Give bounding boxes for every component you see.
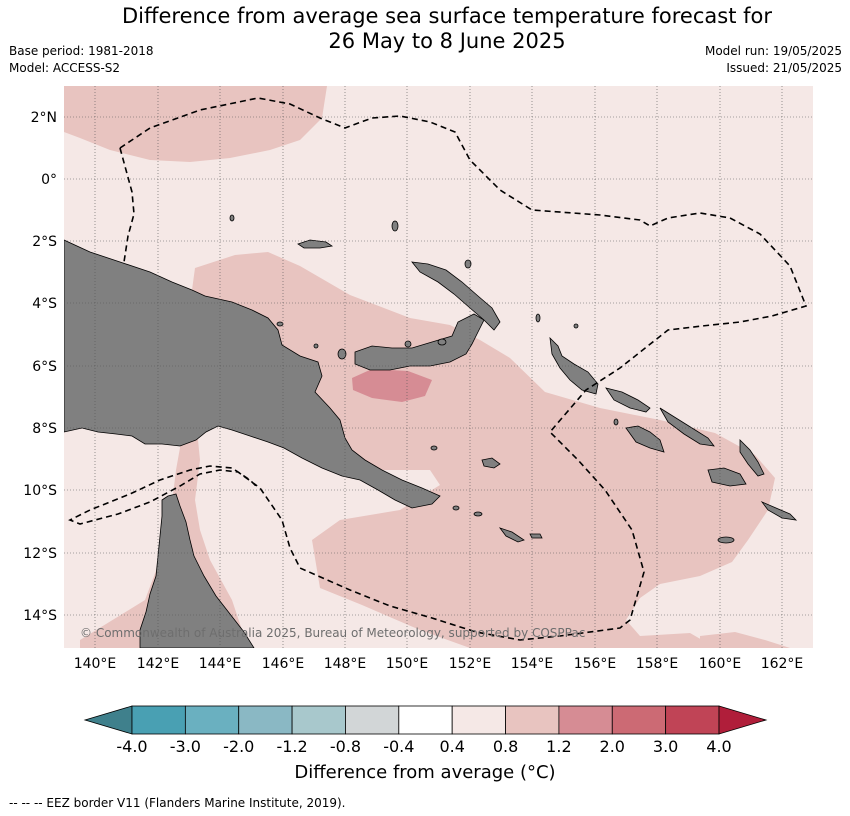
lon-label-144e: 144°E [199,656,242,672]
eez-border [68,97,808,641]
lon-label-146e: 146°E [262,656,305,672]
colorbar-segment [238,705,293,735]
lat-label-4s: 4°S [32,296,57,312]
lon-label-160e: 160°E [699,656,742,672]
colorbar-segment [345,705,400,735]
colorbar-segment [558,705,613,735]
colorbar-tick-label: -1.2 [276,737,307,756]
lat-label-6s: 6°S [32,359,57,375]
colorbar-extend-low [83,705,133,735]
colorbar-segment [398,705,453,735]
land-solomon-santa-isabel [659,407,715,447]
land-louisiade [498,527,525,543]
colorbar-extend-high [718,705,768,735]
lat-label-2n: 2°N [31,110,57,126]
colorbar-tick-label: 4.0 [706,737,731,756]
land-rossel [529,533,543,539]
model-name: Model: ACCESS-S2 [9,61,121,75]
colorbar-segment [451,705,506,735]
land-australia-cape-york [139,493,255,648]
eez-border-west [119,147,135,263]
colorbar-tick-label: 1.2 [546,737,571,756]
colorbar-tick-label: 3.0 [653,737,678,756]
land-dentrecasteaux [481,457,501,469]
small-islands [229,214,735,544]
colorbar-segment [184,705,240,735]
colorbar-tick-label: 0.4 [439,737,464,756]
colorbar-title: Difference from average (°C) [294,762,556,783]
lat-label-14s: 14°S [23,608,57,624]
title-line-2: 26 May to 8 June 2025 [328,29,566,53]
colorbar-segment [665,705,720,735]
land-solomon-new-georgia [625,425,665,453]
colorbar-tick-label: -4.0 [116,737,147,756]
colorbar-tick-label: 0.8 [493,737,518,756]
metadata-left: Base period: 1981-2018 Model: ACCESS-S2 [9,43,154,77]
copyright-notice: © Commonwealth of Australia 2025, Bureau… [80,626,585,640]
lat-label-0: 0° [41,172,57,188]
anomaly-region-north [64,86,327,162]
land-manus [297,239,334,249]
land-new-britain [354,313,485,371]
anomaly-region-east-low [700,632,790,648]
lon-label-140e: 140°E [74,656,117,672]
colorbar-tick-label: -0.4 [383,737,414,756]
eez-footnote: -- -- -- EEZ border V11 (Flanders Marine… [9,796,346,810]
lon-label-158e: 158°E [636,656,679,672]
lon-label-150e: 150°E [386,656,429,672]
issued-date: Issued: 21/05/2025 [726,61,842,75]
colorbar-tick-label: -2.0 [223,737,254,756]
lat-label-8s: 8°S [32,421,57,437]
colorbar: -4.0 -3.0 -2.0 -1.2 -0.8 -0.4 0.4 0.8 1.2 2.0 3.0 4… [83,705,768,756]
lon-label-156e: 156°E [574,656,617,672]
lon-label-148e: 148°E [324,656,367,672]
lat-label-2s: 2°S [32,234,57,250]
map-area: © Commonwealth of Australia 2025, Bureau… [64,86,813,648]
land-solomon-choiseul [605,387,651,413]
colorbar-segment [131,705,186,735]
lon-label-162e: 162°E [761,656,804,672]
lon-label-152e: 152°E [449,656,492,672]
lon-label-142e: 142°E [137,656,180,672]
colorbar-tick-label: 2.0 [600,737,625,756]
title-line-1: Difference from average sea surface temp… [122,4,772,28]
land-solomon-guadalcanal [707,467,747,487]
map-title: Difference from average sea surface temp… [0,4,850,54]
colorbar-tick-label: -0.8 [330,737,361,756]
colorbar-tick-label: -3.0 [170,737,201,756]
anomaly-region-warm [352,369,432,402]
latitude-labels: 2°N 0° 2°S 4°S 6°S 8°S 10°S 12°S 14°S [23,110,57,624]
lat-label-10s: 10°S [23,483,57,499]
land-solomon-makira [760,501,798,521]
lat-label-12s: 12°S [23,546,57,562]
metadata-right: Model run: 19/05/2025 Issued: 21/05/2025 [705,43,842,77]
lon-label-154e: 154°E [511,656,554,672]
colorbar-segment [291,705,346,735]
model-run: Model run: 19/05/2025 [704,44,842,58]
land-new-ireland [411,261,501,331]
base-period: Base period: 1981-2018 [9,44,154,58]
colorbar-segment [611,705,667,735]
colorbar-segment [505,705,560,735]
gridlines [64,86,813,648]
land-solomon-malaita [739,439,765,477]
longitude-labels: 140°E 142°E 144°E 146°E 148°E 150°E 152°… [74,656,804,672]
